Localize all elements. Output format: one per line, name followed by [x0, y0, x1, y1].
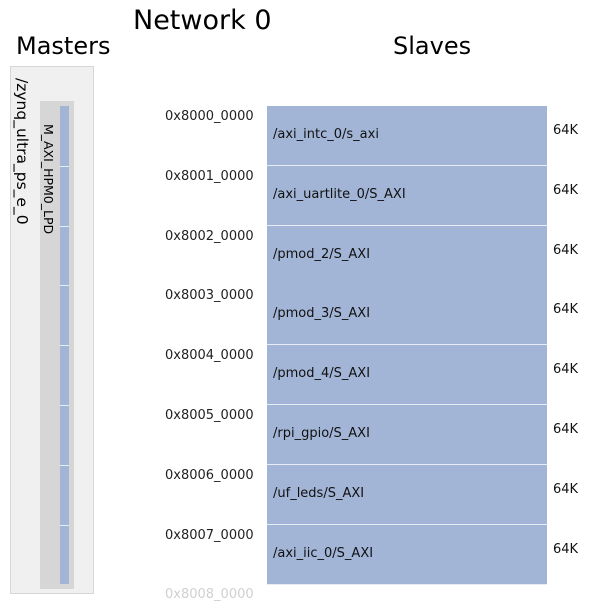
- slave-name: /pmod_4/S_AXI: [273, 366, 371, 382]
- slave-address-label: 0x8001_0000: [165, 168, 254, 184]
- master-port-name: M_AXI_HPM0_LPD: [41, 124, 56, 235]
- slave-name: /axi_uartlite_0/S_AXI: [273, 186, 406, 202]
- slave-size-label: 64K: [553, 123, 579, 138]
- slave-block[interactable]: /axi_iic_0/S_AXI: [267, 524, 547, 585]
- end-address-label: 0x8008_0000: [165, 587, 254, 603]
- slave-address-label: 0x8006_0000: [165, 467, 254, 483]
- slave-name: /axi_intc_0/s_axi: [273, 127, 379, 142]
- slave-size-label: 64K: [553, 541, 579, 557]
- slave-size-label: 64K: [553, 302, 579, 318]
- slave-size-label: 64K: [553, 242, 579, 258]
- slave-address-label: 0x8007_0000: [165, 527, 254, 543]
- slave-block[interactable]: /uf_leds/S_AXI: [267, 464, 547, 525]
- slave-block[interactable]: /pmod_4/S_AXI: [267, 345, 547, 406]
- slave-block[interactable]: /pmod_3/S_AXI: [267, 285, 547, 346]
- slave-address-label: 0x8002_0000: [165, 228, 254, 244]
- port-segment-divider: [60, 464, 69, 466]
- slave-size-label: 64K: [553, 481, 579, 497]
- slave-address-label: 0x8004_0000: [165, 348, 254, 364]
- slave-address-label: 0x8000_0000: [165, 109, 254, 124]
- network-title: Network 0: [133, 5, 272, 36]
- slave-size-label: 64K: [553, 182, 579, 198]
- slave-name: /uf_leds/S_AXI: [273, 485, 365, 501]
- port-segment-divider: [60, 225, 69, 227]
- slave-block[interactable]: /axi_uartlite_0/S_AXI: [267, 165, 547, 226]
- masters-label: Masters: [16, 32, 111, 60]
- slave-address-label: 0x8005_0000: [165, 408, 254, 423]
- slave-name: /pmod_3/S_AXI: [273, 306, 371, 322]
- slave-name: /pmod_2/S_AXI: [273, 246, 371, 262]
- port-segment-divider: [60, 524, 69, 526]
- slave-block[interactable]: /pmod_2/S_AXI: [267, 225, 547, 286]
- master-port-bar: [60, 106, 69, 584]
- slave-size-label: 64K: [553, 422, 579, 437]
- slave-size-label: 64K: [553, 362, 579, 378]
- master-name: /zynq_ultra_ps_e_0: [13, 78, 31, 225]
- slave-address-label: 0x8003_0000: [165, 288, 254, 304]
- slave-block[interactable]: /rpi_gpio/S_AXI: [267, 405, 547, 465]
- port-segment-divider: [60, 405, 69, 406]
- port-segment-divider: [60, 165, 69, 167]
- port-segment-divider: [60, 285, 69, 287]
- port-segment-divider: [60, 345, 69, 347]
- slaves-label: Slaves: [393, 32, 472, 60]
- slave-name: /axi_iic_0/S_AXI: [273, 545, 374, 561]
- slave-name: /rpi_gpio/S_AXI: [273, 426, 370, 441]
- slave-block[interactable]: /axi_intc_0/s_axi: [267, 106, 547, 166]
